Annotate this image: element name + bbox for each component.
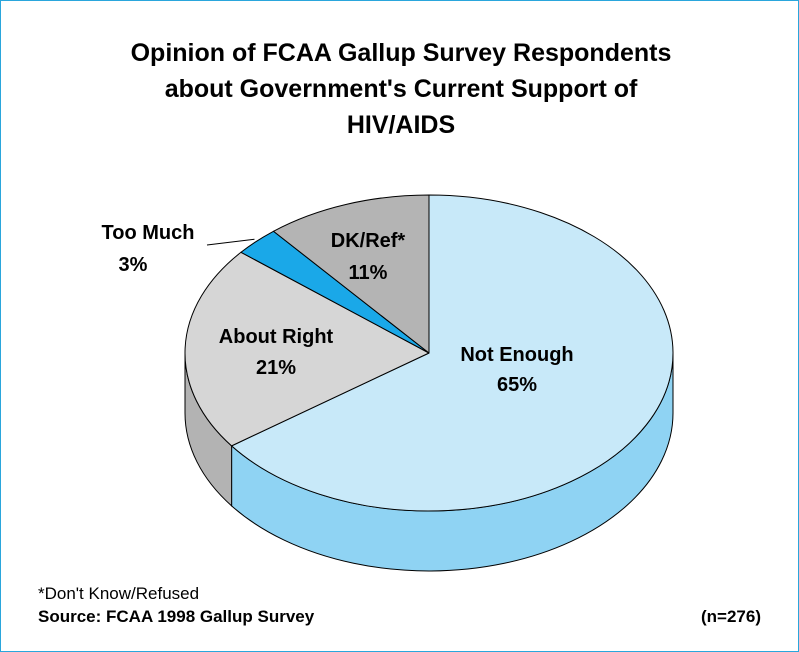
slice-label-dk-ref: DK/Ref* bbox=[331, 230, 406, 252]
pie-layer bbox=[184, 194, 674, 572]
slice-label-too-much: Too Much bbox=[102, 222, 195, 244]
slice-value-about-right: 21% bbox=[256, 357, 296, 379]
footnote: *Don't Know/Refused bbox=[38, 584, 200, 603]
slice-label-about-right: About Right bbox=[219, 326, 334, 348]
pie-slice-about-right bbox=[184, 251, 430, 447]
chart-title-line-2: about Government's Current Support of bbox=[164, 75, 638, 103]
too-much-leader-line bbox=[206, 238, 255, 246]
slice-label-not-enough: Not Enough bbox=[460, 344, 573, 366]
chart-title-line-1: Opinion of FCAA Gallup Survey Respondent… bbox=[130, 39, 672, 67]
slice-value-not-enough: 65% bbox=[497, 374, 537, 396]
slice-value-too-much: 3% bbox=[119, 254, 148, 276]
sample-size: (n=276) bbox=[701, 607, 761, 626]
chart-title: Opinion of FCAA Gallup Survey Respondent… bbox=[81, 35, 721, 143]
chart-title-line-3: HIV/AIDS bbox=[346, 111, 456, 139]
slice-value-dk-ref: 11% bbox=[349, 262, 388, 284]
pie-slice-not-enough bbox=[231, 194, 674, 512]
source-note: Source: FCAA 1998 Gallup Survey bbox=[38, 607, 315, 626]
pie-slice-dk-ref bbox=[272, 194, 430, 354]
